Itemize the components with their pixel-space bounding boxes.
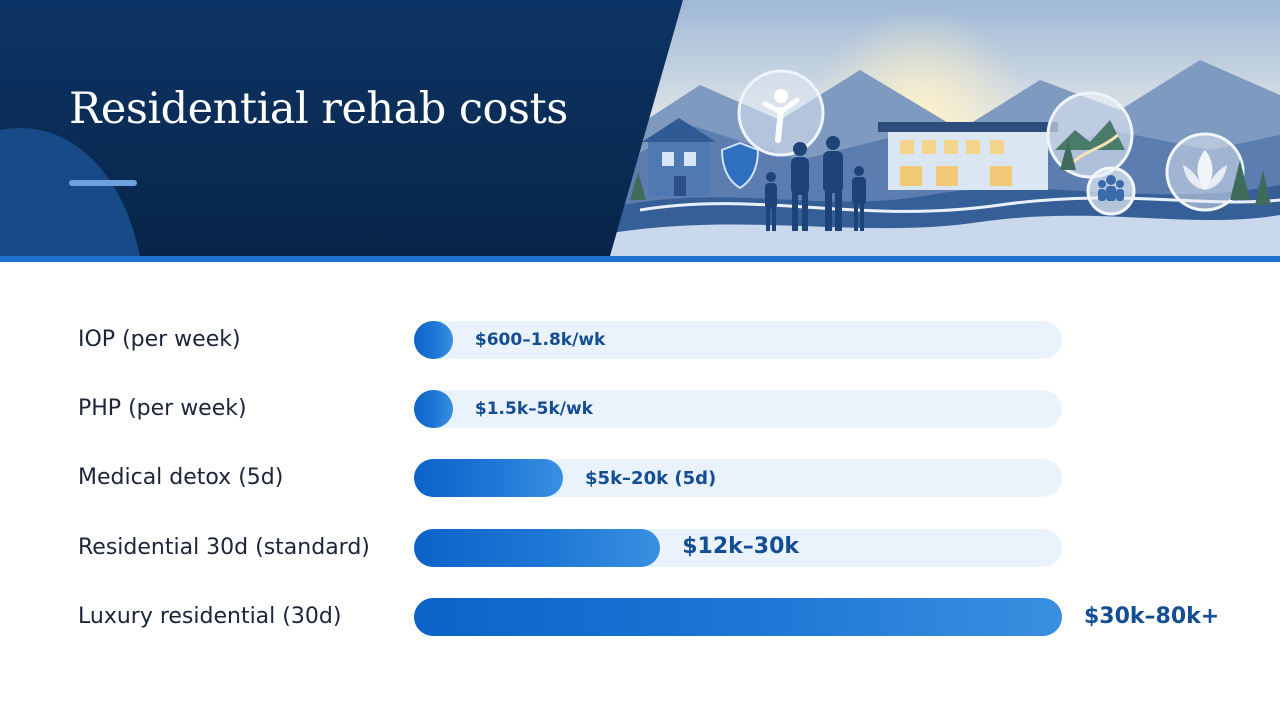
bar-track: [414, 321, 1062, 359]
building: [878, 122, 1058, 190]
value-label: $12k–30k: [682, 534, 800, 560]
bar: [414, 390, 453, 429]
bar: [414, 321, 453, 359]
header-illustration: [600, 0, 1280, 256]
title-underline: [69, 180, 137, 186]
value-label: $30k–80k+: [1084, 603, 1220, 629]
value-label: $1.5k–5k/wk: [474, 399, 593, 419]
category-label: Luxury residential (30d): [78, 603, 342, 629]
person-icon: [737, 69, 825, 157]
bar-track: [414, 390, 1062, 429]
bar: [414, 597, 1062, 636]
bar: [414, 528, 661, 567]
bar: [414, 459, 564, 498]
value-label: $5k–20k (5d): [585, 467, 717, 489]
shield-icon: [720, 141, 760, 190]
group-icon: [1086, 166, 1136, 216]
category-label: Medical detox (5d): [78, 465, 284, 491]
page-title: Residential rehab costs: [69, 84, 568, 134]
house-icon: [642, 118, 716, 196]
trees: [630, 140, 1271, 205]
category-label: PHP (per week): [78, 396, 247, 422]
value-label: $600–1.8k/wk: [474, 329, 606, 350]
header-banner: Residential rehab costs: [0, 0, 1280, 256]
category-label: IOP (per week): [78, 327, 241, 352]
category-label: Residential 30d (standard): [78, 534, 370, 560]
lotus-icon: [1165, 132, 1245, 212]
cost-bar-chart: IOP (per week) $600–1.8k/wk PHP (per week)…: [0, 262, 1280, 720]
header-divider: [0, 256, 1280, 262]
title-panel: [0, 0, 683, 256]
family-icon: [765, 136, 866, 231]
